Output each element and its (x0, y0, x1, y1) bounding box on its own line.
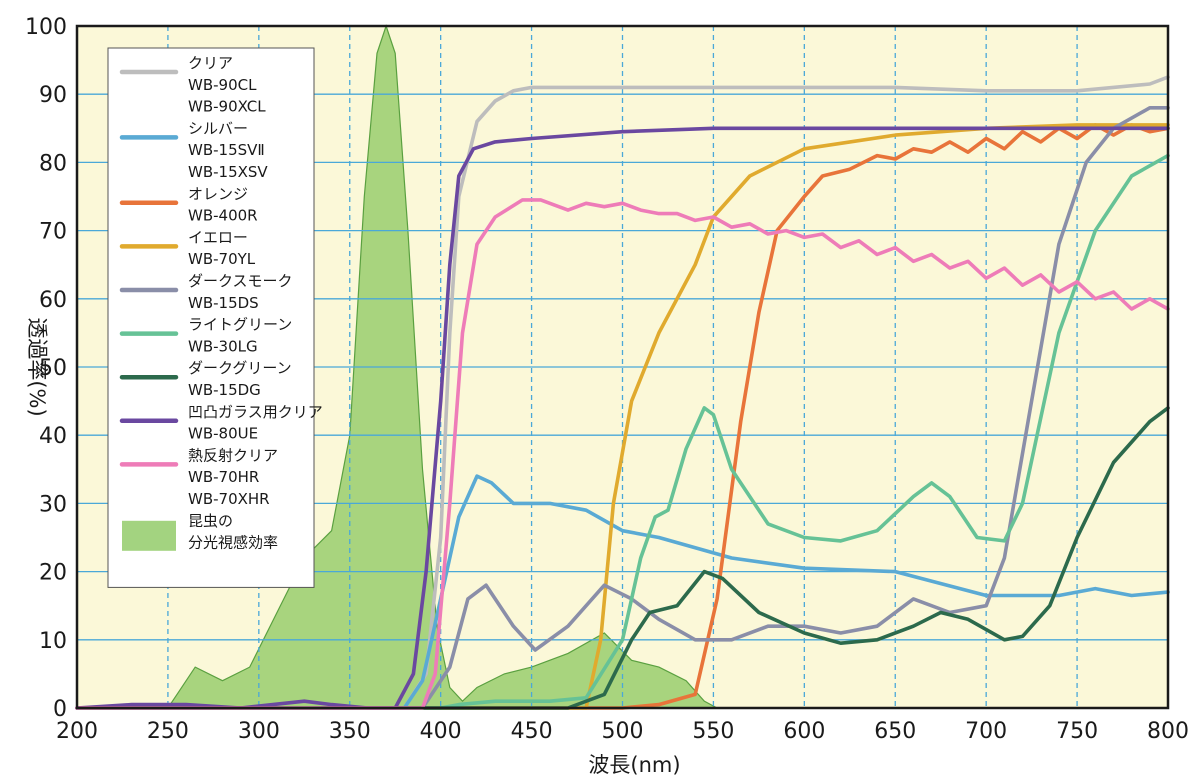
legend-label: WB-70HR (188, 468, 259, 486)
legend-label: ライトグリーン (188, 316, 292, 334)
legend-label: WB-90CL (188, 76, 257, 94)
y-tick-label: 40 (39, 424, 67, 449)
y-tick-label: 0 (53, 697, 67, 722)
x-tick-label: 350 (329, 719, 371, 744)
x-tick-label: 200 (56, 719, 98, 744)
legend-label: WB-15DG (188, 381, 261, 399)
x-tick-label: 700 (965, 719, 1007, 744)
legend: クリア WB-90CL WB-90XCL シルバー WB-15SVⅡ WB-15XSV オレ… (107, 47, 323, 588)
legend-label: ダークグリーン (188, 359, 292, 377)
legend-label: クリア (188, 54, 233, 72)
x-tick-label: 550 (692, 719, 734, 744)
y-tick-label: 30 (39, 492, 67, 517)
x-axis-title: 波長(nm) (588, 753, 680, 776)
y-tick-label: 20 (39, 561, 67, 586)
x-tick-label: 650 (874, 719, 916, 744)
legend-label: 昆虫の (188, 512, 233, 530)
y-tick-label: 100 (25, 15, 67, 40)
legend-area-swatch (122, 520, 176, 551)
legend-label: 熱反射クリア (188, 446, 278, 464)
x-tick-label: 500 (602, 719, 644, 744)
legend-label: WB-70XHR (188, 490, 270, 508)
y-tick-label: 50 (39, 356, 67, 381)
y-axis-title: 透過率(%) (25, 317, 49, 416)
legend-label: WB-90XCL (188, 98, 266, 116)
plot-frame (75, 24, 1170, 710)
series-line-4 (75, 106, 1170, 710)
y-tick-label: 10 (39, 629, 67, 654)
legend-label: イエロー (188, 228, 248, 246)
legend-label: 分光視感効率 (188, 534, 278, 552)
x-tick-labels: 200 250 300 350 400 450 500 550 600 650 700 750 800 (56, 719, 1189, 744)
x-tick-label: 300 (238, 719, 280, 744)
y-tick-label: 60 (39, 288, 67, 313)
legend-label: シルバー (188, 119, 248, 137)
legend-label: 凹凸ガラス用クリア (188, 403, 323, 421)
series-line-8 (75, 198, 1170, 710)
series-line-2 (75, 123, 1170, 710)
x-tick-label: 400 (420, 719, 462, 744)
legend-label: WB-30LG (188, 337, 258, 355)
series-line-0 (75, 75, 1170, 710)
legend-label: ダークスモーク (188, 272, 293, 290)
y-tick-label: 80 (39, 151, 67, 176)
x-tick-label: 450 (511, 719, 553, 744)
x-tick-label: 600 (783, 719, 825, 744)
x-tick-label: 800 (1147, 719, 1189, 744)
series-line-5 (75, 153, 1170, 710)
series-line-6 (75, 406, 1170, 710)
legend-label: WB-80UE (188, 425, 258, 443)
y-tick-labels: 0 10 20 30 40 50 60 70 80 90 100 (25, 15, 67, 722)
legend-label: WB-70YL (188, 250, 256, 268)
series-layer (75, 75, 1170, 710)
x-tick-label: 750 (1056, 719, 1098, 744)
legend-label: WB-15SVⅡ (188, 141, 265, 159)
legend-label: WB-15DS (188, 294, 259, 312)
legend-label: オレンジ (188, 185, 248, 203)
y-tick-label: 70 (39, 220, 67, 245)
x-tick-label: 250 (147, 719, 189, 744)
y-tick-label: 90 (39, 83, 67, 108)
legend-label: WB-15XSV (188, 163, 268, 181)
legend-label: WB-400R (188, 207, 258, 225)
series-line-7 (75, 126, 1170, 710)
